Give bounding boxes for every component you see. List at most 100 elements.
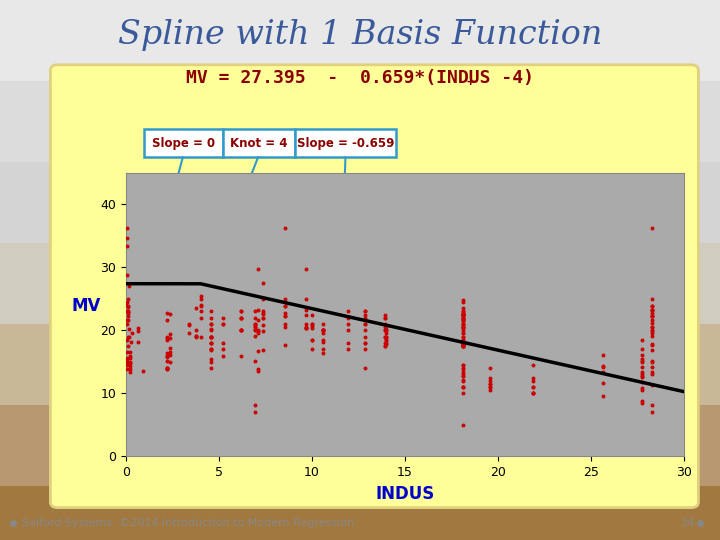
Point	[381, 340, 392, 348]
Point	[300, 323, 312, 332]
Point	[258, 294, 269, 303]
Point	[359, 310, 370, 319]
Point	[258, 309, 269, 318]
Point	[300, 322, 312, 331]
Point	[124, 368, 135, 376]
Text: 34: 34	[680, 518, 694, 528]
Point	[457, 323, 469, 332]
Point	[647, 306, 658, 314]
Point	[457, 340, 469, 348]
FancyBboxPatch shape	[144, 129, 223, 157]
Point	[485, 364, 496, 373]
Point	[636, 384, 648, 393]
Point	[647, 328, 658, 337]
Point	[235, 313, 247, 322]
Point	[122, 224, 133, 233]
Point	[307, 323, 318, 332]
Point	[647, 322, 658, 331]
Point	[457, 323, 469, 332]
Point	[121, 359, 132, 367]
Point	[161, 308, 172, 317]
Point	[279, 312, 291, 321]
Point	[184, 321, 195, 329]
Point	[164, 334, 176, 342]
Point	[457, 310, 469, 319]
Point	[121, 271, 132, 280]
Point	[161, 353, 172, 361]
Point	[647, 340, 658, 348]
Point	[249, 321, 261, 329]
Point	[235, 326, 247, 335]
Point	[379, 326, 391, 335]
Point	[307, 311, 318, 320]
Point	[190, 325, 202, 334]
Point	[342, 320, 354, 328]
Point	[457, 298, 469, 306]
Point	[381, 326, 392, 335]
Point	[381, 332, 392, 341]
Point	[636, 377, 648, 386]
Point	[647, 224, 658, 233]
Point	[205, 320, 217, 328]
Point	[249, 313, 261, 322]
FancyBboxPatch shape	[223, 129, 295, 157]
Point	[318, 335, 329, 344]
Point	[457, 340, 469, 348]
Point	[457, 309, 469, 318]
Point	[235, 326, 247, 335]
Point	[457, 361, 469, 369]
Point	[205, 325, 217, 333]
Point	[457, 328, 469, 337]
Point	[457, 308, 469, 317]
Point	[636, 345, 648, 353]
Point	[121, 241, 132, 250]
Point	[457, 368, 469, 376]
Point	[457, 322, 469, 331]
Point	[647, 319, 658, 327]
Point	[126, 328, 138, 337]
Point	[279, 322, 291, 331]
Point	[457, 342, 469, 350]
Point	[457, 372, 469, 381]
Point	[132, 323, 143, 332]
Point	[381, 332, 392, 341]
Point	[161, 351, 172, 360]
Point	[279, 294, 291, 303]
Point	[457, 340, 469, 348]
Point	[161, 364, 172, 373]
Point	[457, 340, 469, 348]
Point	[318, 326, 329, 335]
Point	[636, 350, 648, 359]
Point	[249, 307, 261, 316]
Point	[457, 307, 469, 316]
Point	[379, 313, 391, 322]
Point	[647, 332, 658, 340]
Point	[647, 408, 658, 416]
Point	[457, 389, 469, 397]
Point	[359, 339, 370, 347]
Point	[359, 320, 370, 328]
Point	[457, 364, 469, 373]
Point	[318, 329, 329, 338]
Point	[647, 358, 658, 367]
Point	[124, 361, 135, 370]
Point	[381, 335, 392, 344]
Point	[205, 346, 217, 355]
Point	[457, 309, 469, 318]
Point	[121, 356, 132, 365]
Point	[647, 312, 658, 321]
Point	[122, 312, 133, 320]
FancyBboxPatch shape	[50, 65, 698, 508]
Point	[307, 335, 318, 344]
Point	[457, 340, 469, 348]
Point	[318, 345, 329, 354]
Point	[161, 356, 172, 365]
Point	[300, 323, 312, 332]
Point	[598, 368, 609, 376]
Point	[359, 313, 370, 322]
Point	[161, 332, 172, 341]
Point	[485, 383, 496, 391]
Point	[137, 366, 148, 375]
Point	[359, 339, 370, 347]
Bar	[0, 243, 720, 324]
